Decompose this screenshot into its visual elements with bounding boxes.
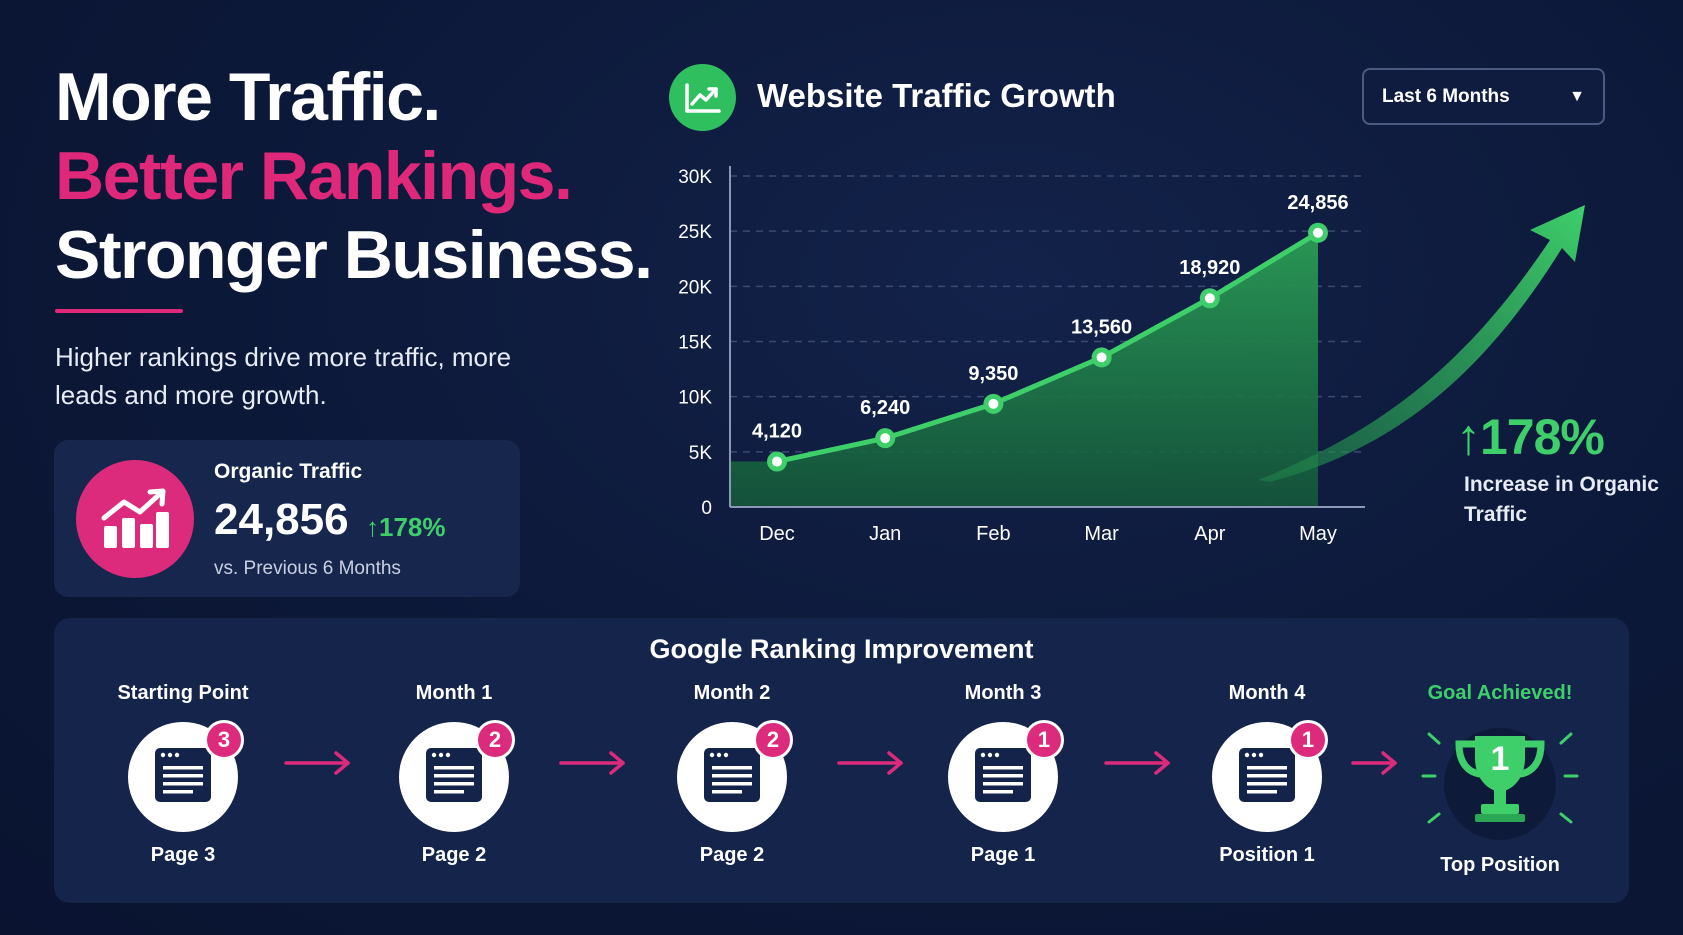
step-label: Month 3 [964, 682, 1042, 704]
trophy-icon: 1 [1415, 718, 1585, 842]
arrow-right-icon [284, 750, 352, 781]
growth-callout-value: ↑178% [1456, 409, 1605, 465]
y-axis-ticks: 0 5K 10K 15K 20K 25K 30K [678, 167, 712, 519]
headline-line-1: More Traffic. [55, 59, 441, 135]
arrow-right-icon [1351, 750, 1399, 781]
webpage-icon [973, 746, 1033, 809]
chart-title: Website Traffic Growth [757, 77, 1116, 114]
data-label: 13,560 [1071, 316, 1132, 338]
step-result: Page 2 [699, 844, 765, 866]
arrow-right-icon [559, 750, 627, 781]
ranking-step: Month 3 1 Page 1 [903, 682, 1103, 867]
data-point-center [1204, 293, 1215, 304]
chart-data-labels: 4,120 6,240 9,350 13,560 18,920 24,856 [752, 192, 1349, 443]
webpage-icon [1237, 746, 1297, 809]
chart-points [767, 222, 1328, 472]
y-tick-label: 0 [701, 498, 712, 519]
data-point-center [880, 433, 891, 444]
step-label: Starting Point [117, 682, 249, 704]
arrow-right-icon [1104, 750, 1172, 781]
rank-badge: 1 [1024, 720, 1064, 760]
rank-badge: 2 [753, 720, 793, 760]
organic-traffic-note: vs. Previous 6 Months [214, 558, 401, 579]
headline-line-3: Stronger Business. [55, 217, 653, 293]
arrow-right-icon [837, 750, 905, 781]
rank-badge: 3 [204, 720, 244, 760]
step-page-circle: 1 [948, 720, 1064, 832]
ranking-step: Month 1 2 Page 2 [354, 682, 554, 867]
rank-badge: 1 [1288, 720, 1328, 760]
step-label: Month 4 [1228, 682, 1306, 704]
traffic-line [776, 230, 1320, 464]
y-tick-label: 25K [678, 222, 712, 243]
trophy-number: 1 [1490, 740, 1510, 778]
data-point-center [1313, 227, 1323, 238]
x-axis-ticks: Dec Jan Feb Mar Apr May [759, 523, 1337, 545]
ranking-goal: Goal Achieved! 1 Top Position [1400, 682, 1600, 877]
y-tick-label: 20K [678, 277, 712, 298]
x-tick-label: Jan [869, 523, 901, 545]
data-label: 24,856 [1287, 192, 1348, 214]
growth-callout-label: Increase in Organic Traffic [1464, 473, 1659, 526]
x-tick-label: Dec [759, 523, 795, 545]
x-tick-label: Feb [976, 523, 1010, 545]
data-point-center [772, 456, 782, 467]
traffic-area [730, 232, 1318, 507]
ranking-step: Month 4 1 Position 1 [1167, 682, 1367, 867]
trend-line-icon [669, 64, 736, 131]
step-label: Month 2 [693, 682, 771, 704]
step-result: Page 2 [421, 844, 487, 866]
ranking-panel: Google Ranking Improvement Starting Poin… [54, 618, 1629, 903]
data-label: 9,350 [968, 363, 1018, 385]
y-tick-label: 15K [678, 333, 712, 354]
y-tick-label: 10K [678, 388, 712, 409]
traffic-chart: 0 5K 10K 15K 20K 25K 30K 4,120 6,240 9,350 13,560… [678, 166, 1585, 545]
headline-line-2: Better Rankings. [55, 138, 573, 214]
chevron-down-icon: ▼ [1569, 87, 1585, 105]
step-page-circle: 1 [1212, 720, 1328, 832]
x-tick-label: Apr [1194, 523, 1225, 545]
webpage-icon [424, 746, 484, 809]
subtext: Higher rankings drive more traffic, more… [55, 342, 512, 410]
goal-label: Goal Achieved! [1427, 682, 1573, 704]
data-point-center [988, 398, 999, 409]
data-label: 18,920 [1179, 257, 1240, 279]
date-range-value: Last 6 Months [1382, 85, 1510, 107]
bar-growth-icon [76, 460, 194, 578]
organic-traffic-label: Organic Traffic [214, 460, 363, 483]
accent-divider [55, 309, 183, 313]
x-tick-label: Mar [1084, 523, 1119, 545]
rank-badge: 2 [475, 720, 515, 760]
step-page-circle: 3 [128, 720, 244, 832]
ranking-step: Starting Point 3 Page 3 [83, 682, 283, 867]
y-tick-label: 5K [689, 443, 713, 464]
step-page-circle: 2 [677, 720, 793, 832]
step-result: Position 1 [1219, 844, 1315, 866]
webpage-icon [153, 746, 213, 809]
headline: More Traffic. Better Rankings. Stronger … [55, 58, 653, 295]
step-page-circle: 2 [399, 720, 515, 832]
x-tick-label: May [1299, 523, 1337, 545]
y-tick-label: 30K [678, 167, 712, 188]
step-result: Page 1 [970, 844, 1036, 866]
goal-result: Top Position [1440, 854, 1560, 876]
growth-arrow-icon [1258, 205, 1585, 482]
data-label: 6,240 [860, 397, 910, 419]
data-point-center [1096, 352, 1107, 363]
webpage-icon [702, 746, 762, 809]
organic-traffic-card: Organic Traffic 24,856 ↑178% vs. Previou… [54, 440, 520, 597]
ranking-step: Month 2 2 Page 2 [632, 682, 832, 867]
step-label: Month 1 [415, 682, 493, 704]
ranking-title: Google Ranking Improvement [649, 634, 1034, 664]
organic-traffic-change: ↑178% [366, 512, 446, 542]
organic-traffic-value: 24,856 [214, 495, 349, 544]
data-label: 4,120 [752, 421, 802, 443]
step-result: Page 3 [150, 844, 216, 866]
date-range-select[interactable]: Last 6 Months ▼ [1362, 68, 1605, 125]
